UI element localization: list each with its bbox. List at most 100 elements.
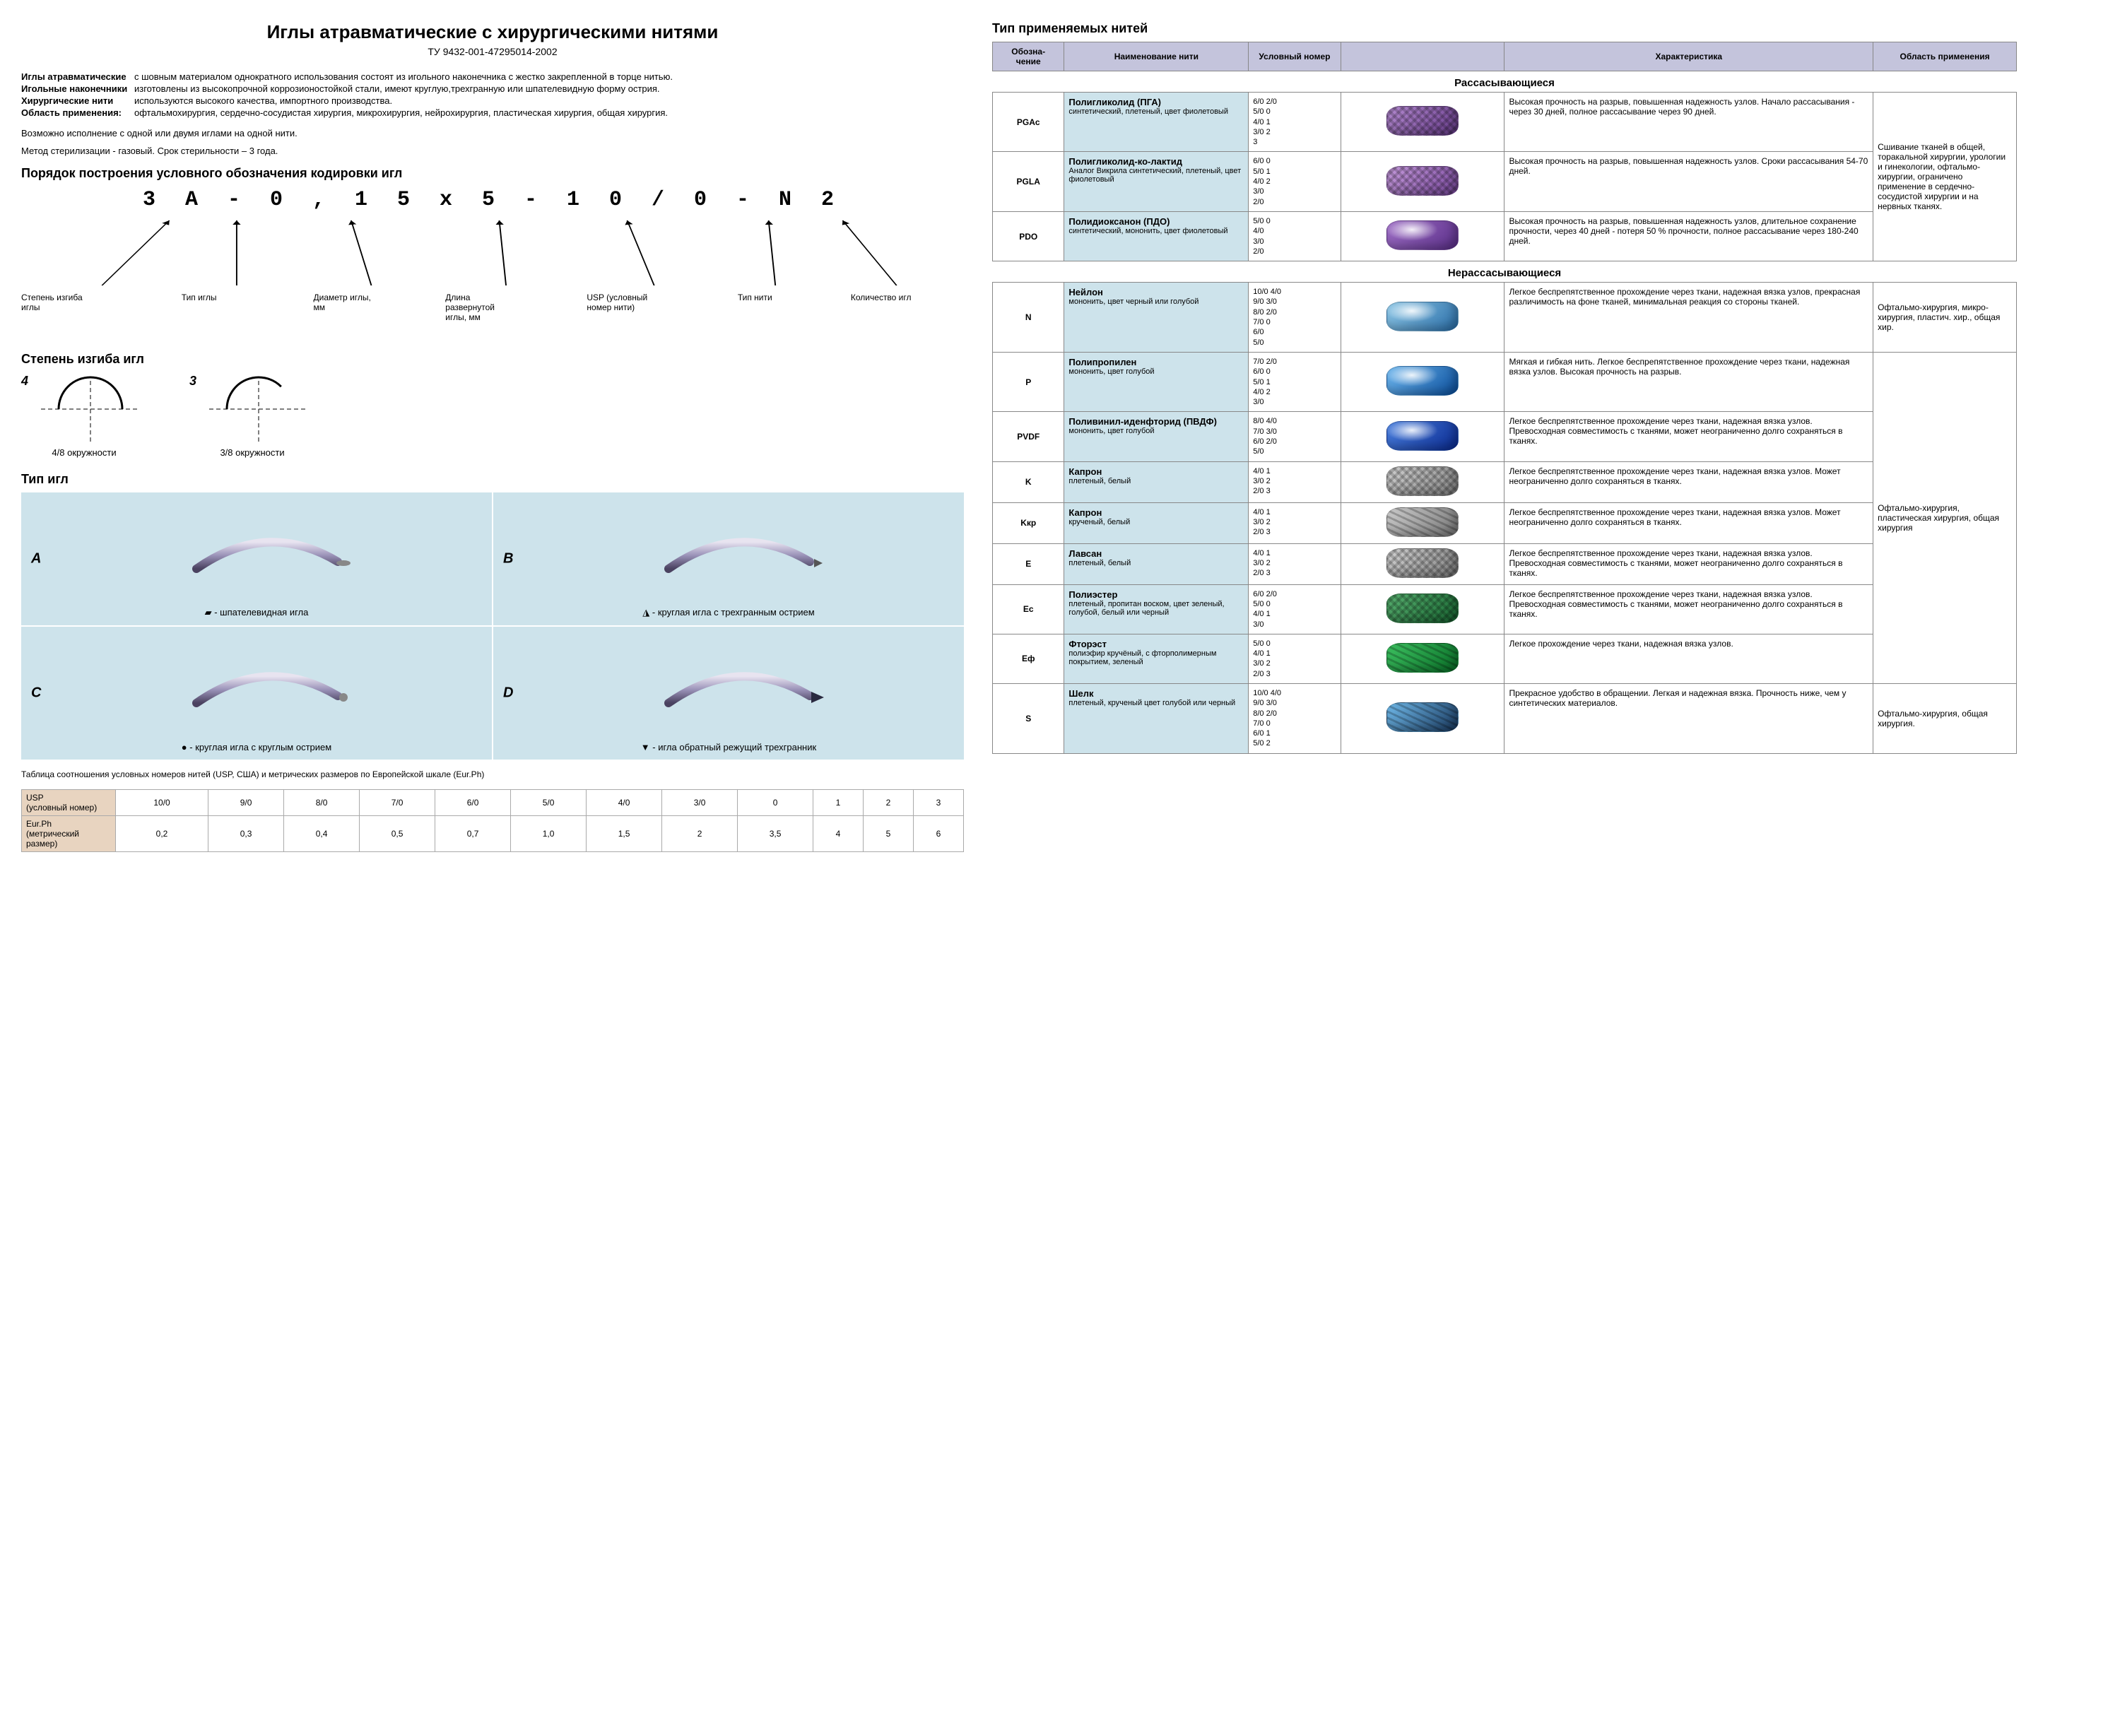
thread-row: Ec Полиэстер плетеный, пропитан воском, … [993, 584, 2017, 634]
def-body: офтальмохирургия, сердечно-сосудистая хи… [134, 107, 964, 118]
page-title: Иглы атравматические с хирургическими ни… [21, 21, 964, 43]
eurph-cell: 2 [662, 816, 738, 852]
eurph-cell: 0,4 [284, 816, 360, 852]
needle-illustration [647, 646, 831, 717]
thread-swatch-cell [1341, 502, 1504, 543]
thread-col-header: Обозна- чение [993, 42, 1064, 71]
thread-characteristic: Высокая прочность на разрыв, повышенная … [1504, 211, 1873, 261]
thread-code: E [993, 543, 1064, 584]
thread-sizes: 5/0 0 4/0 3/0 2/0 [1249, 211, 1341, 261]
thread-swatch-icon [1386, 702, 1459, 732]
thread-area: Офтальмо-хирургия, пластическая хирургия… [1873, 352, 2017, 683]
thread-row: PGLA Полигликолид-ко-лактид Аналог Викри… [993, 152, 2017, 211]
thread-characteristic: Высокая прочность на разрыв, повышенная … [1504, 152, 1873, 211]
thread-col-header: Характеристика [1504, 42, 1873, 71]
thread-name: Капрон крученый, белый [1064, 502, 1249, 543]
thread-characteristic: Прекрасное удобство в обращении. Легкая … [1504, 683, 1873, 753]
code-label-6: Количество игл [851, 293, 914, 302]
note-line: Метод стерилизации - газовый. Срок стери… [21, 146, 964, 156]
usp-rowhead: USP (условный номер) [22, 790, 116, 816]
thread-swatch-cell [1341, 412, 1504, 461]
thread-col-header: Область применения [1873, 42, 2017, 71]
thread-sizes: 5/0 0 4/0 1 3/0 2 2/0 3 [1249, 634, 1341, 683]
thread-name: Нейлон мононить, цвет черный или голубой [1064, 283, 1249, 353]
thread-sizes: 4/0 1 3/0 2 2/0 3 [1249, 543, 1341, 584]
thread-sizes: 4/0 1 3/0 2 2/0 3 [1249, 502, 1341, 543]
spec-code: ТУ 9432-001-47295014-2002 [21, 46, 964, 57]
thread-characteristic: Легкое беспрепятственное прохождение чер… [1504, 584, 1873, 634]
thread-swatch-cell [1341, 543, 1504, 584]
thread-sizes: 4/0 1 3/0 2 2/0 3 [1249, 461, 1341, 502]
thread-swatch-cell [1341, 93, 1504, 152]
usp-cell: 7/0 [360, 790, 435, 816]
thread-section-title: Нерассасывающиеся [992, 267, 2017, 279]
needle-type-caption: ▰ - шпателевидная игла [205, 601, 309, 618]
usp-cell: 8/0 [284, 790, 360, 816]
thread-code: PDO [993, 211, 1064, 261]
eurph-cell: 6 [913, 816, 963, 852]
needle-type-letter: D [503, 685, 513, 702]
note-line: Возможно исполнение с одной или двумя иг… [21, 128, 964, 138]
usp-caption: Таблица соотношения условных номеров нит… [21, 769, 964, 779]
eurph-cell: 0,3 [208, 816, 284, 852]
thread-characteristic: Высокая прочность на разрыв, повышенная … [1504, 93, 1873, 152]
definitions-block: Иглы атравматические с шовным материалом… [21, 71, 964, 118]
thread-swatch-icon [1386, 507, 1459, 537]
thread-table: N Нейлон мононить, цвет черный или голуб… [992, 282, 2017, 754]
needle-types-heading: Тип игл [21, 472, 964, 487]
thread-area: Сшивание тканей в общей, торакальной хир… [1873, 93, 2017, 261]
needle-type-caption: ● - круглая игла с круглым острием [182, 736, 331, 752]
thread-col-header [1341, 42, 1504, 71]
coding-heading: Порядок построения условного обозначения… [21, 166, 964, 181]
thread-row: S Шелк плетеный, крученый цвет голубой и… [993, 683, 2017, 753]
thread-row: Eф Фторэст полиэфир кручёный, с фторполи… [993, 634, 2017, 683]
curvature-arc-icon [34, 374, 147, 444]
thread-code: PGAc [993, 93, 1064, 152]
code-label-1: Тип иглы [182, 293, 245, 302]
eurph-cell: 1,5 [587, 816, 662, 852]
thread-sizes: 6/0 2/0 5/0 0 4/0 1 3/0 [1249, 584, 1341, 634]
code-label-2: Диаметр иглы, мм [314, 293, 377, 312]
thread-code: PGLA [993, 152, 1064, 211]
thread-code: Kкр [993, 502, 1064, 543]
needle-type-grid: A ▰ - шпателевидная игла B ◮ - круглая и… [21, 492, 964, 760]
def-term: Иглы атравматические [21, 71, 134, 82]
thread-characteristic: Легкое прохождение через ткани, надежная… [1504, 634, 1873, 683]
thread-swatch-icon [1386, 421, 1459, 451]
thread-swatch-icon [1386, 302, 1459, 331]
def-body: с шовным материалом однократного использ… [134, 71, 964, 82]
eurph-cell: 3,5 [738, 816, 813, 852]
thread-characteristic: Легкое беспрепятственное прохождение чер… [1504, 412, 1873, 461]
curvature-arc-icon [202, 374, 315, 444]
thread-swatch-icon [1386, 366, 1459, 396]
thread-section-title: Рассасывающиеся [992, 77, 2017, 89]
thread-name: Полигликолид-ко-лактид Аналог Викрила си… [1064, 152, 1249, 211]
def-body: используются высокого качества, импортно… [134, 95, 964, 106]
def-term: Область применения: [21, 107, 134, 118]
thread-col-header: Условный номер [1249, 42, 1341, 71]
thread-sizes: 8/0 4/0 7/0 3/0 6/0 2/0 5/0 [1249, 412, 1341, 461]
needle-type-caption: ◮ - круглая игла с трехгранным острием [642, 601, 814, 618]
curvature-number: 4 [21, 374, 28, 389]
def-body: изготовлены из высокопрочной коррозионос… [134, 83, 964, 94]
thread-row: Kкр Капрон крученый, белый4/0 1 3/0 2 2/… [993, 502, 2017, 543]
needle-illustration [647, 512, 831, 583]
code-label-0: Степень изгиба иглы [21, 293, 85, 312]
thread-name: Полипропилен мононить, цвет голубой [1064, 352, 1249, 411]
curvature-heading: Степень изгиба игл [21, 352, 964, 367]
thread-code: PVDF [993, 412, 1064, 461]
thread-characteristic: Мягкая и гибкая нить. Легкое беспрепятст… [1504, 352, 1873, 411]
thread-sizes: 10/0 4/0 9/0 3/0 8/0 2/0 7/0 0 6/0 5/0 [1249, 283, 1341, 353]
thread-swatch-cell [1341, 584, 1504, 634]
thread-swatch-cell [1341, 683, 1504, 753]
thread-swatch-cell [1341, 461, 1504, 502]
usp-table: USP (условный номер)10/09/08/07/06/05/04… [21, 789, 964, 852]
usp-cell: 2 [864, 790, 914, 816]
thread-row: PVDF Поливинил-иденфторид (ПВДФ) мононит… [993, 412, 2017, 461]
eurph-cell: 4 [813, 816, 864, 852]
needle-type-caption: ▼ - игла обратный режущий трехгранник [641, 736, 816, 752]
needle-type-cell: D ▼ - игла обратный режущий трехгранник [493, 627, 964, 760]
thread-swatch-icon [1386, 466, 1459, 496]
thread-swatch-icon [1386, 106, 1459, 136]
code-label-3: Длина развернутой иглы, мм [445, 293, 509, 322]
